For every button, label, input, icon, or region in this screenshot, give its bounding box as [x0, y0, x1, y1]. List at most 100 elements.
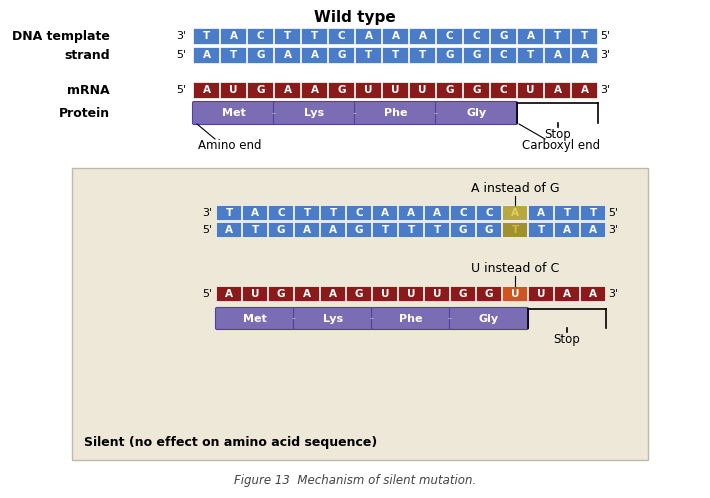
Text: -: -	[433, 108, 437, 118]
Text: G: G	[277, 225, 285, 235]
Text: G: G	[485, 225, 493, 235]
Text: 5': 5'	[608, 208, 618, 218]
Bar	[463, 82, 489, 98]
Text: G: G	[499, 31, 508, 41]
Bar	[216, 222, 241, 237]
Text: G: G	[472, 85, 481, 95]
Bar	[544, 28, 570, 44]
Bar	[355, 82, 381, 98]
Text: G: G	[277, 288, 285, 298]
Text: G: G	[256, 85, 265, 95]
Bar	[517, 47, 543, 63]
Text: A: A	[329, 288, 337, 298]
Text: A: A	[251, 208, 259, 218]
Text: A: A	[407, 208, 415, 218]
Text: T: T	[203, 31, 210, 41]
Text: T: T	[251, 225, 258, 235]
FancyBboxPatch shape	[449, 307, 528, 330]
Bar	[355, 47, 381, 63]
Text: A: A	[511, 208, 519, 218]
Bar	[301, 28, 327, 44]
Text: T: T	[284, 31, 291, 41]
Text: A: A	[554, 85, 562, 95]
Text: A: A	[563, 288, 571, 298]
Text: C: C	[473, 31, 480, 41]
Text: C: C	[500, 85, 508, 95]
Text: -: -	[291, 314, 295, 324]
Bar	[398, 205, 423, 220]
Text: 3': 3'	[608, 225, 618, 235]
Text: 3': 3'	[608, 288, 618, 298]
Text: Gly: Gly	[479, 314, 499, 324]
Bar	[247, 28, 273, 44]
Bar	[528, 286, 553, 301]
Bar	[346, 205, 371, 220]
Text: 3': 3'	[600, 85, 610, 95]
Bar	[372, 286, 397, 301]
Bar	[328, 47, 354, 63]
Bar	[571, 28, 597, 44]
FancyBboxPatch shape	[216, 307, 295, 330]
Text: Amino end: Amino end	[198, 139, 261, 152]
Bar	[580, 286, 605, 301]
Text: G: G	[459, 225, 467, 235]
Text: G: G	[445, 85, 454, 95]
Bar	[450, 205, 475, 220]
Bar	[424, 205, 449, 220]
Text: T: T	[311, 31, 318, 41]
Bar	[268, 286, 293, 301]
Text: U: U	[364, 85, 373, 95]
Text: T: T	[329, 208, 337, 218]
Bar	[220, 28, 246, 44]
Bar	[294, 222, 319, 237]
Text: Lys: Lys	[323, 314, 343, 324]
Text: A: A	[589, 288, 597, 298]
Text: T: T	[537, 225, 545, 235]
Text: T: T	[581, 31, 588, 41]
Text: A: A	[581, 50, 589, 60]
Text: A: A	[418, 31, 427, 41]
Text: T: T	[408, 225, 415, 235]
Text: C: C	[277, 208, 285, 218]
Bar	[502, 222, 527, 237]
Text: Carboxyl end: Carboxyl end	[522, 139, 600, 152]
Text: C: C	[500, 50, 508, 60]
Text: -: -	[271, 108, 275, 118]
Bar	[580, 222, 605, 237]
Text: A: A	[537, 208, 545, 218]
Bar	[544, 82, 570, 98]
Bar	[528, 222, 553, 237]
Text: G: G	[337, 50, 346, 60]
Text: C: C	[446, 31, 453, 41]
Text: U: U	[251, 288, 259, 298]
Bar	[502, 205, 527, 220]
Text: -: -	[352, 108, 356, 118]
Bar	[476, 286, 501, 301]
Bar	[517, 82, 543, 98]
Text: U: U	[510, 288, 519, 298]
Text: A: A	[391, 31, 400, 41]
Text: strand: strand	[65, 48, 110, 61]
Text: U: U	[391, 85, 400, 95]
Bar	[320, 222, 345, 237]
Bar	[490, 82, 516, 98]
Text: U instead of C: U instead of C	[471, 262, 559, 275]
Text: A: A	[202, 50, 210, 60]
Bar	[476, 222, 501, 237]
Text: G: G	[355, 288, 364, 298]
Bar	[268, 205, 293, 220]
Bar	[409, 82, 435, 98]
Text: Stop: Stop	[544, 128, 571, 141]
Bar	[216, 205, 241, 220]
Bar	[450, 286, 475, 301]
Bar	[382, 47, 408, 63]
Text: T: T	[303, 208, 311, 218]
Text: A: A	[225, 225, 233, 235]
Text: C: C	[485, 208, 493, 218]
Text: T: T	[511, 225, 518, 235]
Text: 3': 3'	[202, 208, 212, 218]
Bar	[502, 286, 527, 301]
Bar	[424, 286, 449, 301]
Bar	[398, 222, 423, 237]
Bar	[436, 82, 462, 98]
